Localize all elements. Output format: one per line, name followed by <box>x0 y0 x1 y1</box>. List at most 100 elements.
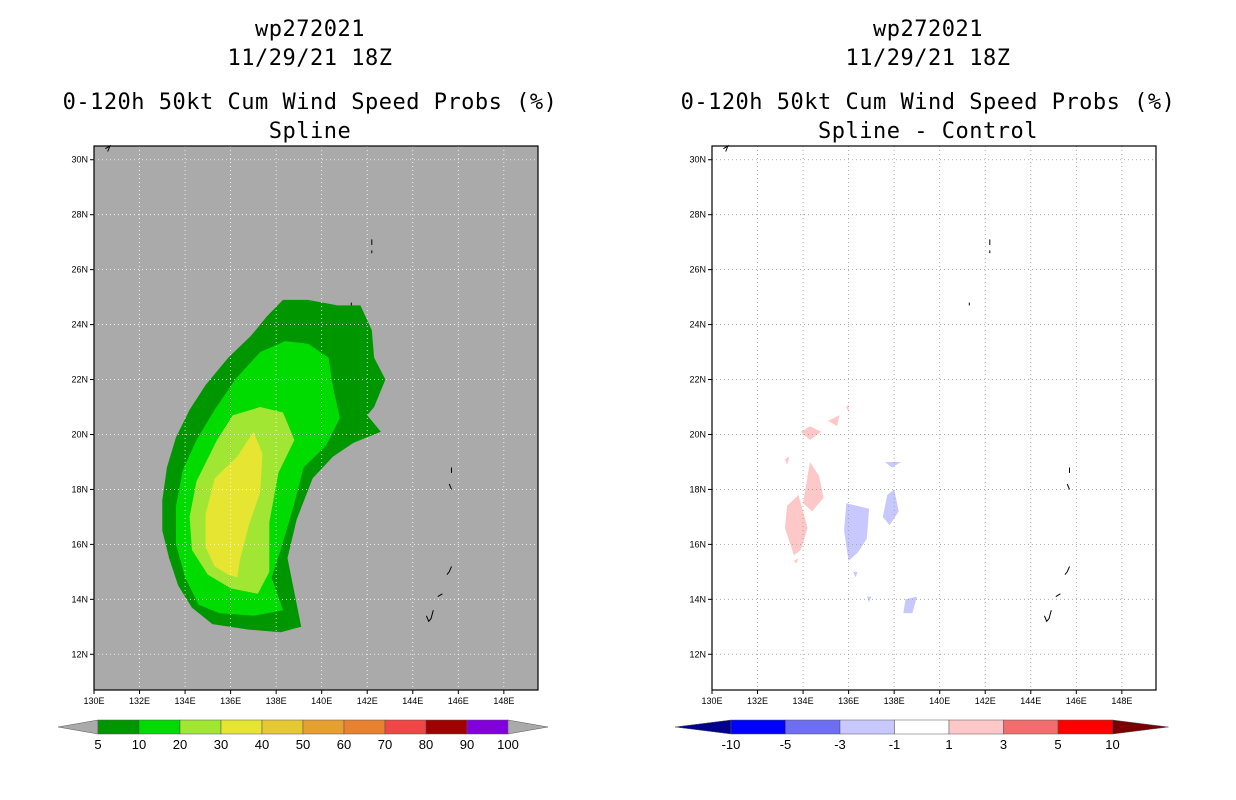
colorbar-label: 90 <box>460 737 474 752</box>
diff-patch-negative-12 <box>853 571 858 578</box>
colorbar-swatch <box>1057 719 1113 735</box>
left-storm-id: wp272021 <box>255 17 365 42</box>
colorbar-swatch <box>730 719 786 735</box>
x-tick-label: 136E <box>220 696 241 706</box>
colorbar-label: 40 <box>255 737 269 752</box>
colorbar-label: 1 <box>945 737 952 752</box>
y-tick-label: 12N <box>689 649 706 659</box>
y-tick-label: 18N <box>689 484 706 494</box>
diff-patch-positive-4 <box>846 404 849 413</box>
x-tick-label: 134E <box>793 696 814 706</box>
colorbar-swatch <box>785 719 841 735</box>
y-tick-label: 24N <box>689 320 706 330</box>
colorbar-label: -5 <box>780 737 792 752</box>
colorbar-label: 100 <box>497 737 519 752</box>
colorbar-swatch <box>384 719 427 735</box>
colorbar-swatch <box>466 719 509 735</box>
colorbar-label: 5 <box>1054 737 1061 752</box>
y-tick-label: 12N <box>71 649 88 659</box>
colorbar-swatch <box>179 719 222 735</box>
colorbar-label: 80 <box>419 737 433 752</box>
y-tick-label: 18N <box>71 484 88 494</box>
x-tick-label: 148E <box>493 696 514 706</box>
diff-patch-positive-6 <box>794 558 799 564</box>
colorbar: 5 10 20 30 40 50 60 70 80 90 100 <box>57 719 549 752</box>
colorbar-label: 20 <box>173 737 187 752</box>
x-tick-label: 138E <box>884 696 905 706</box>
x-tick-label: 142E <box>975 696 996 706</box>
y-tick-label: 28N <box>71 210 88 220</box>
diff-patch-positive-0 <box>784 494 808 556</box>
colorbar-label: 10 <box>1105 737 1119 752</box>
colorbar-swatch <box>948 719 1004 735</box>
colorbar-swatch <box>261 719 304 735</box>
island-outline <box>1043 610 1052 623</box>
colorbar-arrow-low <box>674 719 732 735</box>
colorbar-swatch <box>220 719 263 735</box>
y-tick-label: 22N <box>71 375 88 385</box>
colorbar-swatch <box>97 719 140 735</box>
island-outline <box>1064 566 1070 575</box>
diff-patch-negative-7 <box>844 503 870 561</box>
right-storm-id: wp272021 <box>873 17 983 42</box>
x-tick-label: 146E <box>1066 696 1087 706</box>
x-tick-label: 136E <box>838 696 859 706</box>
y-tick-label: 16N <box>689 539 706 549</box>
x-tick-label: 130E <box>83 696 104 706</box>
diff-patch-positive-3 <box>828 415 840 427</box>
diff-patch-negative-11 <box>866 596 872 603</box>
island-outline <box>448 483 452 490</box>
island-outline <box>446 566 452 575</box>
y-tick-label: 28N <box>689 210 706 220</box>
diff-patch-positive-1 <box>803 462 824 512</box>
contour-30pct <box>205 431 263 578</box>
colorbar-label: -10 <box>722 737 741 752</box>
colorbar-arrow-low <box>57 719 99 735</box>
diff-patch-positive-2 <box>800 426 822 440</box>
x-tick-label: 130E <box>701 696 722 706</box>
colorbar: -10 -5 -3 -1 1 3 5 10 <box>674 719 1169 752</box>
x-tick-label: 146E <box>448 696 469 706</box>
y-tick-label: 16N <box>71 539 88 549</box>
colorbar-label: 3 <box>1000 737 1007 752</box>
colorbar-swatch <box>425 719 468 735</box>
y-tick-label: 26N <box>71 265 88 275</box>
plot-frame <box>711 145 1157 691</box>
left-chart-subtitle: Spline <box>268 119 352 144</box>
y-tick-label: 30N <box>71 155 88 165</box>
y-tick-label: 20N <box>689 429 706 439</box>
x-tick-label: 142E <box>357 696 378 706</box>
colorbar-label: 60 <box>337 737 351 752</box>
colorbar-swatch <box>343 719 386 735</box>
island-outline <box>1066 483 1070 490</box>
x-tick-label: 144E <box>1020 696 1041 706</box>
colorbar-swatch <box>302 719 345 735</box>
y-tick-label: 26N <box>689 265 706 275</box>
colorbar-arrow-high <box>1112 719 1169 735</box>
colorbar-swatch <box>138 719 181 735</box>
island-outline <box>425 610 434 623</box>
left-date: 11/29/21 18Z <box>227 46 393 71</box>
plot-background <box>712 146 1156 690</box>
x-tick-label: 132E <box>129 696 150 706</box>
x-tick-label: 134E <box>175 696 196 706</box>
colorbar-label: -1 <box>889 737 901 752</box>
colorbar-label: 5 <box>94 737 101 752</box>
x-tick-label: 132E <box>747 696 768 706</box>
diff-patch-negative-10 <box>903 596 917 614</box>
island-outline <box>437 593 443 598</box>
x-tick-label: 140E <box>929 696 950 706</box>
right-date: 11/29/21 18Z <box>845 46 1011 71</box>
y-tick-label: 24N <box>71 320 88 330</box>
colorbar-label: 30 <box>214 737 228 752</box>
diff-patch-positive-5 <box>784 456 790 465</box>
colorbar-swatch <box>1003 719 1059 735</box>
panel-1: 130E 132E 134E 136E 138E 140E 142E 144E 146E 148E… <box>674 144 1169 752</box>
right-chart-title: 0-120h 50kt Cum Wind Speed Probs (%) <box>680 90 1176 115</box>
diff-patch-negative-8 <box>882 489 899 526</box>
colorbar-label: 50 <box>296 737 310 752</box>
x-tick-label: 140E <box>311 696 332 706</box>
panel-0: 130E 132E 134E 136E 138E 140E 142E 144E 146E 148E… <box>57 144 549 752</box>
left-chart-title: 0-120h 50kt Cum Wind Speed Probs (%) <box>62 90 558 115</box>
